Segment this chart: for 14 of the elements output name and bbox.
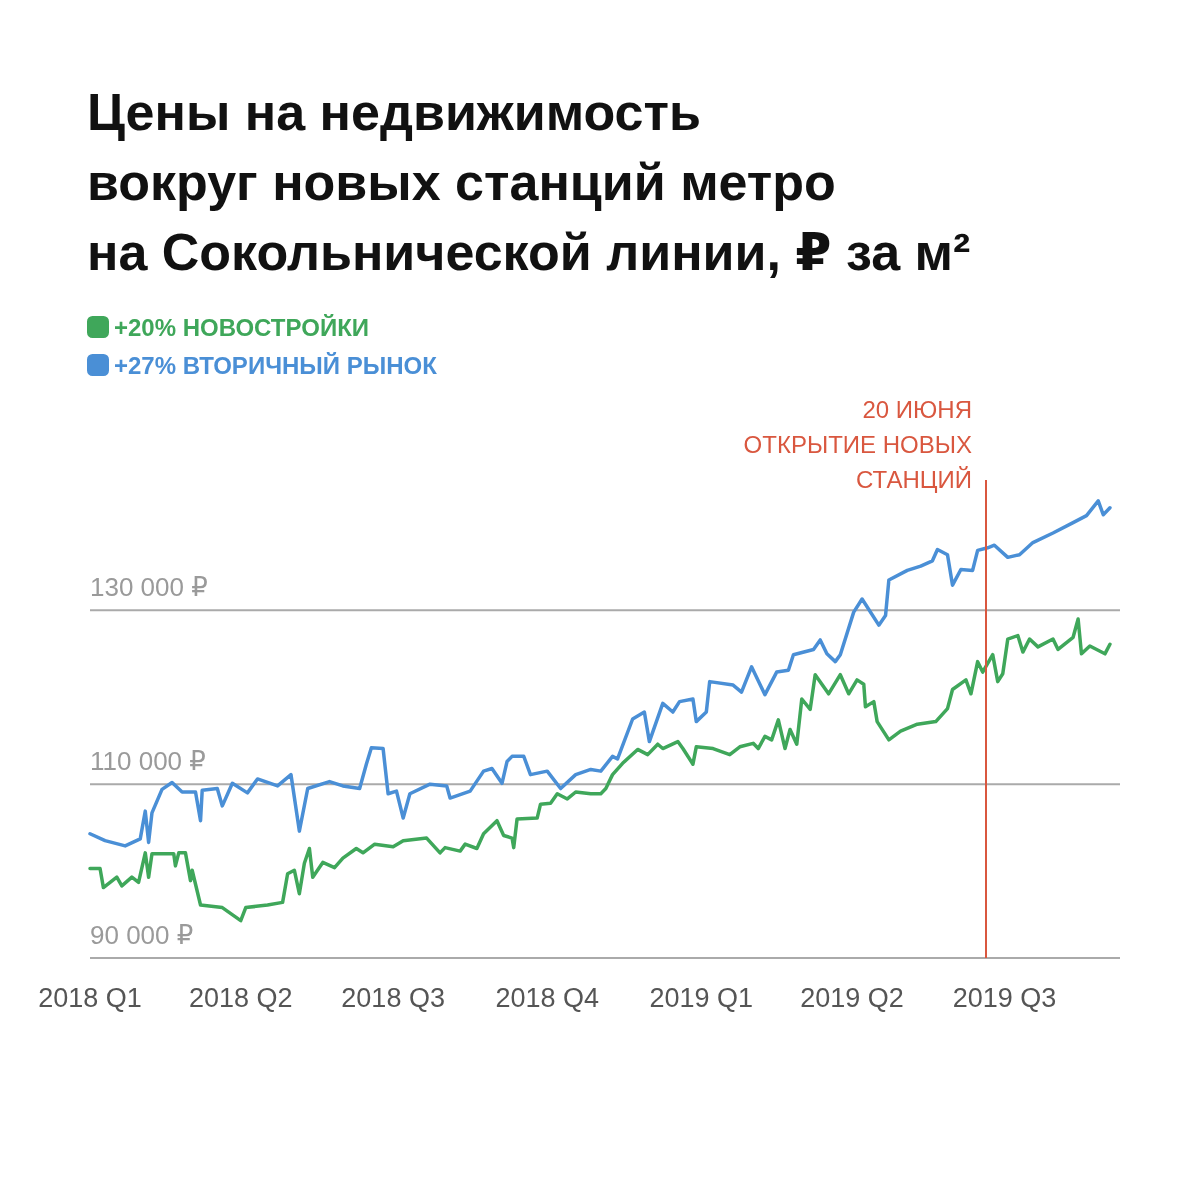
x-tick-label: 2018 Q1 xyxy=(38,982,142,1013)
x-tick-label: 2018 Q2 xyxy=(188,982,293,1013)
legend-label: +20% НОВОСТРОЙКИ xyxy=(114,313,370,341)
y-tick-label: 130 000 ₽ xyxy=(90,572,208,603)
y-tick-label: 110 000 ₽ xyxy=(90,746,206,777)
x-tick-label: 2019 Q1 xyxy=(649,982,754,1013)
ref-line-label: 20 ИЮНЯ ОТКРЫТИЕ НОВЫХ СТАНЦИЙ xyxy=(743,396,973,493)
x-tick-label: 2018 Q4 xyxy=(495,982,600,1013)
chart-title: Цены на недвижимость вокруг новых станций метро на Сокольнической линии, ₽ за м² xyxy=(87,83,971,281)
legend-label: +27% ВТОРИЧНЫЙ РЫНОК xyxy=(114,351,438,379)
x-tick-label: 2019 Q2 xyxy=(800,982,904,1013)
y-tick-label: 90 000 ₽ xyxy=(90,920,194,950)
x-tick-label: 2018 Q3 xyxy=(341,982,445,1013)
x-tick-label: 2019 Q3 xyxy=(952,982,1057,1013)
